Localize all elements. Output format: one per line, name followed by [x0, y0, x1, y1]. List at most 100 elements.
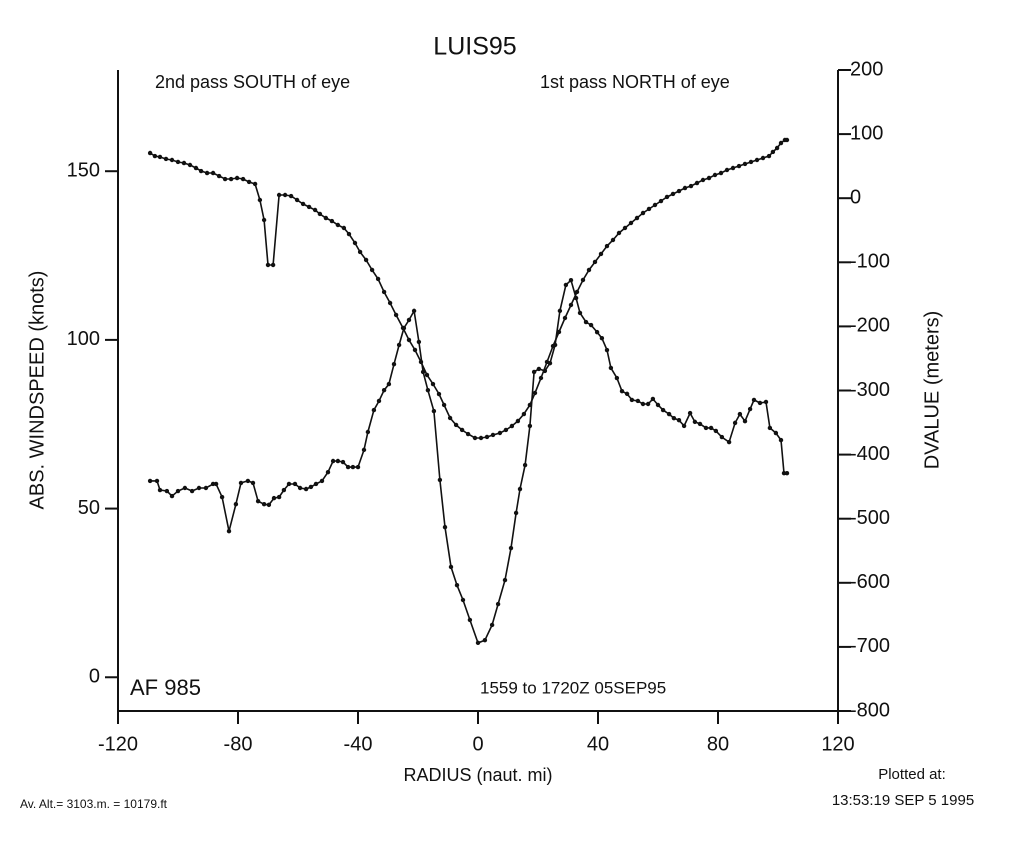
data-point	[700, 177, 706, 183]
data-point	[550, 343, 556, 349]
data-point	[629, 397, 635, 403]
series-line	[150, 278, 787, 644]
data-point	[313, 481, 319, 487]
data-point	[294, 197, 300, 203]
footer: 13:53:19 SEP 5 1995	[832, 792, 974, 809]
data-point	[442, 524, 448, 530]
data-point	[181, 160, 187, 166]
data-point	[671, 415, 677, 421]
data-point	[655, 402, 661, 408]
data-point	[376, 398, 382, 404]
data-point	[297, 485, 303, 491]
data-point	[393, 312, 399, 318]
data-point	[400, 325, 406, 331]
data-point	[266, 502, 272, 508]
annotation: AF 985	[130, 675, 201, 700]
y2-tick-label: -700	[850, 635, 890, 657]
data-point	[482, 637, 488, 643]
data-point	[773, 430, 779, 436]
data-point	[319, 478, 325, 484]
data-point	[454, 582, 460, 588]
data-point	[712, 172, 718, 178]
annotation: 1559 to 1720Z 05SEP95	[480, 678, 666, 697]
data-point	[282, 192, 288, 198]
data-point	[292, 481, 298, 487]
data-point	[724, 167, 730, 173]
data-point	[357, 249, 363, 255]
data-point	[164, 488, 170, 494]
data-point	[670, 191, 676, 197]
data-point	[187, 162, 193, 168]
data-point	[634, 215, 640, 221]
y-tick-label: 0	[89, 666, 100, 688]
data-point	[369, 267, 375, 273]
data-point	[767, 425, 773, 431]
x-tick-label: 80	[707, 733, 729, 755]
data-point	[213, 481, 219, 487]
data-point	[152, 153, 158, 159]
data-point	[375, 276, 381, 282]
data-point	[157, 154, 163, 160]
data-point	[261, 501, 267, 507]
data-point	[424, 372, 430, 378]
data-point	[475, 640, 481, 646]
y2-tick-label: -300	[850, 379, 890, 401]
footer: Av. Alt.= 3103.m. = 10179.ft	[20, 797, 168, 811]
y-tick-label: 150	[67, 159, 100, 181]
data-point	[490, 432, 496, 438]
data-point	[436, 391, 442, 397]
data-point	[300, 201, 306, 207]
data-point	[536, 366, 542, 372]
data-point	[276, 494, 282, 500]
data-point	[502, 577, 508, 583]
data-point	[604, 243, 610, 249]
data-point	[614, 375, 620, 381]
data-point	[692, 419, 698, 425]
data-point	[645, 401, 651, 407]
data-point	[460, 597, 466, 603]
data-point	[508, 545, 514, 551]
data-point	[303, 486, 309, 492]
data-point	[437, 477, 443, 483]
data-point	[703, 425, 709, 431]
data-point	[736, 163, 742, 169]
data-point	[577, 310, 583, 316]
data-point	[531, 369, 537, 375]
data-point	[778, 437, 784, 443]
data-point	[588, 322, 594, 328]
data-point	[737, 411, 743, 417]
data-point	[325, 469, 331, 475]
data-point	[652, 202, 658, 208]
data-point	[694, 180, 700, 186]
data-point	[688, 183, 694, 189]
data-point	[276, 192, 282, 198]
data-point	[583, 319, 589, 325]
data-point	[147, 150, 153, 156]
data-point	[640, 210, 646, 216]
data-point	[640, 401, 646, 407]
data-point	[391, 361, 397, 367]
y2-tick-label: -200	[850, 315, 890, 337]
data-point	[757, 400, 763, 406]
data-point	[233, 501, 239, 507]
data-point	[598, 251, 604, 257]
data-point	[628, 220, 634, 226]
data-point	[619, 388, 625, 394]
data-point	[489, 622, 495, 628]
data-point	[157, 487, 163, 493]
data-point	[281, 487, 287, 493]
data-point	[604, 347, 610, 353]
data-point	[681, 423, 687, 429]
data-point	[252, 181, 258, 187]
data-point	[411, 308, 417, 314]
data-point	[371, 407, 377, 413]
data-point	[418, 359, 424, 365]
data-point	[335, 222, 341, 228]
data-point	[182, 485, 188, 491]
data-point	[381, 289, 387, 295]
data-point	[774, 145, 780, 151]
data-point	[169, 157, 175, 163]
data-point	[453, 422, 459, 428]
data-point	[250, 480, 256, 486]
